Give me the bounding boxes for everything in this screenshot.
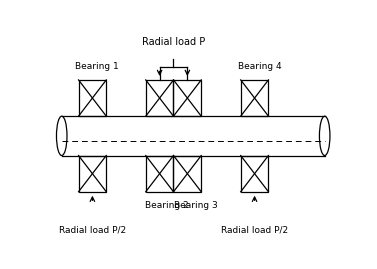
Bar [173,155,201,192]
Text: Radial load P/2: Radial load P/2 [221,226,288,235]
Text: Radial load P/2: Radial load P/2 [59,226,126,235]
Bar [78,80,106,116]
Text: Bearing 1: Bearing 1 [75,62,119,71]
Text: Radial load P: Radial load P [142,37,205,47]
Text: Bearing 3: Bearing 3 [174,201,218,210]
Bar [241,80,268,116]
Bar [146,80,173,116]
Bar [241,155,268,192]
Bar [146,155,173,192]
Bar [173,80,201,116]
Text: Bearing 2: Bearing 2 [145,201,188,210]
Text: Bearing 4: Bearing 4 [239,62,282,71]
Bar [78,155,106,192]
